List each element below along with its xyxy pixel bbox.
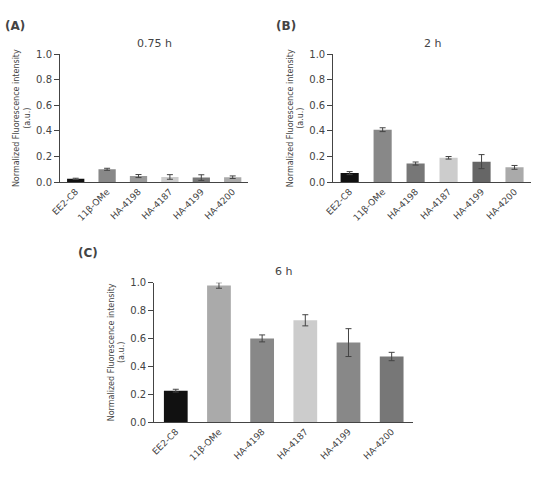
svg-text:HA-4198: HA-4198 — [109, 187, 144, 222]
svg-text:1.0: 1.0 — [36, 49, 52, 60]
svg-text:0.8: 0.8 — [309, 74, 325, 85]
svg-text:Normalized Fluorescence intens: Normalized Fluorescence intensity(a.u.) — [286, 49, 305, 187]
svg-text:6 h: 6 h — [275, 265, 292, 278]
svg-text:HA-4187: HA-4187 — [419, 187, 454, 222]
svg-text:2 h: 2 h — [424, 37, 441, 50]
svg-text:HA-4187: HA-4187 — [140, 187, 175, 222]
svg-text:11β-OMe: 11β-OMe — [188, 427, 224, 463]
svg-text:0.0: 0.0 — [309, 177, 325, 188]
svg-text:HA-4198: HA-4198 — [386, 187, 421, 222]
svg-text:HA-4199: HA-4199 — [452, 187, 487, 222]
svg-text:HA-4200: HA-4200 — [485, 187, 520, 222]
svg-text:0.8: 0.8 — [36, 74, 52, 85]
svg-text:0.4: 0.4 — [309, 125, 325, 136]
svg-text:0.2: 0.2 — [309, 151, 325, 162]
svg-text:EE2-C8: EE2-C8 — [50, 187, 80, 217]
svg-text:0.0: 0.0 — [36, 177, 52, 188]
svg-text:Normalized Fluorescence intens: Normalized Fluorescence intensity(a.u.) — [107, 283, 126, 421]
svg-text:0.0: 0.0 — [130, 417, 146, 428]
svg-text:HA-4199: HA-4199 — [171, 187, 206, 222]
svg-text:11β-OMe: 11β-OMe — [76, 187, 112, 223]
svg-text:0.75 h: 0.75 h — [137, 37, 172, 50]
svg-text:1.0: 1.0 — [130, 277, 146, 288]
svg-text:EE2-C8: EE2-C8 — [150, 427, 180, 457]
svg-text:1.0: 1.0 — [309, 49, 325, 60]
svg-text:HA-4199: HA-4199 — [319, 427, 354, 462]
svg-text:EE2-C8: EE2-C8 — [324, 187, 354, 217]
svg-text:HA-4200: HA-4200 — [362, 427, 397, 462]
svg-text:0.4: 0.4 — [130, 361, 146, 372]
svg-text:Normalized Fluorescence intens: Normalized Fluorescence intensity(a.u.) — [12, 49, 31, 187]
svg-text:HA-4198: HA-4198 — [232, 427, 267, 462]
svg-text:(C): (C) — [78, 246, 98, 260]
svg-text:0.6: 0.6 — [309, 100, 325, 111]
svg-text:0.2: 0.2 — [36, 151, 52, 162]
svg-text:(A): (A) — [5, 19, 25, 33]
svg-text:HA-4200: HA-4200 — [203, 187, 238, 222]
svg-text:0.4: 0.4 — [36, 125, 52, 136]
svg-text:0.2: 0.2 — [130, 389, 146, 400]
svg-text:HA-4187: HA-4187 — [275, 427, 310, 462]
svg-text:0.6: 0.6 — [130, 333, 146, 344]
svg-text:0.6: 0.6 — [36, 100, 52, 111]
svg-text:(B): (B) — [276, 19, 296, 33]
svg-text:11β-OMe: 11β-OMe — [351, 187, 387, 223]
svg-text:0.8: 0.8 — [130, 305, 146, 316]
